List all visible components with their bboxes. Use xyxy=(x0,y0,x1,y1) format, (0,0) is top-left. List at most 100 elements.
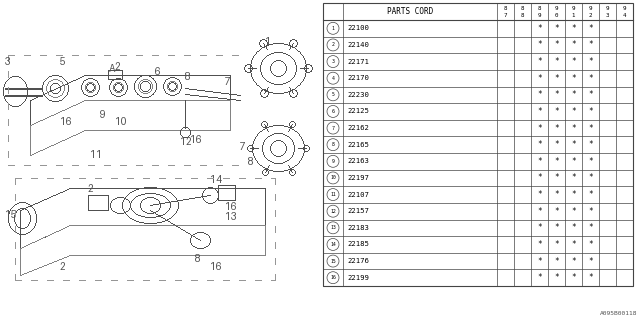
Text: 13: 13 xyxy=(330,225,336,230)
Text: 2: 2 xyxy=(589,13,592,18)
Text: *: * xyxy=(554,107,559,116)
Text: *: * xyxy=(537,107,542,116)
Text: *: * xyxy=(571,74,576,83)
Text: 2: 2 xyxy=(332,43,335,47)
Text: 15: 15 xyxy=(330,259,336,264)
Text: 4: 4 xyxy=(623,13,627,18)
Text: 11: 11 xyxy=(330,192,336,197)
Text: 3: 3 xyxy=(605,13,609,18)
Text: 22162: 22162 xyxy=(347,125,369,131)
Text: 9: 9 xyxy=(589,6,592,11)
Text: *: * xyxy=(571,107,576,116)
Text: 6: 6 xyxy=(332,109,335,114)
Text: 14: 14 xyxy=(330,242,336,247)
Text: *: * xyxy=(571,173,576,182)
Text: 22125: 22125 xyxy=(347,108,369,115)
Text: *: * xyxy=(554,223,559,232)
Text: *: * xyxy=(554,157,559,166)
Text: *: * xyxy=(537,140,542,149)
Text: *: * xyxy=(571,190,576,199)
Text: 7: 7 xyxy=(504,13,508,18)
Text: *: * xyxy=(554,90,559,99)
Text: *: * xyxy=(588,140,593,149)
Text: *: * xyxy=(588,157,593,166)
Text: *: * xyxy=(537,207,542,216)
Text: *: * xyxy=(537,40,542,49)
Text: 22185: 22185 xyxy=(347,241,369,247)
Text: *: * xyxy=(554,273,559,282)
Text: A095B00118: A095B00118 xyxy=(600,311,637,316)
Text: *: * xyxy=(588,240,593,249)
Text: 9: 9 xyxy=(538,13,541,18)
Text: *: * xyxy=(571,124,576,132)
Text: 8: 8 xyxy=(521,13,524,18)
Text: 7: 7 xyxy=(332,125,335,131)
Text: *: * xyxy=(537,90,542,99)
Text: 1: 1 xyxy=(332,26,335,31)
Text: *: * xyxy=(588,40,593,49)
Text: *: * xyxy=(588,124,593,132)
Text: *: * xyxy=(537,24,542,33)
Text: *: * xyxy=(554,24,559,33)
Text: 12: 12 xyxy=(330,209,336,214)
Text: *: * xyxy=(588,207,593,216)
Text: *: * xyxy=(554,240,559,249)
Text: PARTS CORD: PARTS CORD xyxy=(387,7,433,16)
Text: *: * xyxy=(588,257,593,266)
Text: *: * xyxy=(571,273,576,282)
Text: *: * xyxy=(571,257,576,266)
Text: *: * xyxy=(537,257,542,266)
Text: *: * xyxy=(588,173,593,182)
Text: *: * xyxy=(571,140,576,149)
Text: *: * xyxy=(571,223,576,232)
Text: *: * xyxy=(571,240,576,249)
Text: *: * xyxy=(588,273,593,282)
Text: *: * xyxy=(554,40,559,49)
Text: 22140: 22140 xyxy=(347,42,369,48)
Text: *: * xyxy=(537,124,542,132)
Text: *: * xyxy=(537,157,542,166)
Text: *: * xyxy=(554,124,559,132)
Text: 4: 4 xyxy=(332,76,335,81)
Text: *: * xyxy=(554,173,559,182)
Text: *: * xyxy=(588,223,593,232)
Text: 22230: 22230 xyxy=(347,92,369,98)
Text: *: * xyxy=(588,90,593,99)
Text: 10: 10 xyxy=(330,175,336,180)
Text: *: * xyxy=(571,40,576,49)
Text: *: * xyxy=(537,240,542,249)
Text: 8: 8 xyxy=(521,6,524,11)
Text: 9: 9 xyxy=(572,6,575,11)
Text: 8: 8 xyxy=(538,6,541,11)
Text: 22157: 22157 xyxy=(347,208,369,214)
Text: *: * xyxy=(571,207,576,216)
Text: *: * xyxy=(537,273,542,282)
Text: 22176: 22176 xyxy=(347,258,369,264)
Text: *: * xyxy=(588,57,593,66)
Text: *: * xyxy=(588,190,593,199)
Text: *: * xyxy=(554,257,559,266)
Text: 22199: 22199 xyxy=(347,275,369,281)
Text: 9: 9 xyxy=(332,159,335,164)
Text: *: * xyxy=(588,74,593,83)
Bar xyxy=(323,3,633,286)
Text: *: * xyxy=(571,157,576,166)
Text: 16: 16 xyxy=(330,275,336,280)
Text: *: * xyxy=(537,74,542,83)
Text: 8: 8 xyxy=(332,142,335,147)
Text: *: * xyxy=(554,207,559,216)
Text: 5: 5 xyxy=(332,92,335,97)
Text: 22183: 22183 xyxy=(347,225,369,231)
Text: *: * xyxy=(537,173,542,182)
Text: *: * xyxy=(554,74,559,83)
Text: *: * xyxy=(588,24,593,33)
Text: 9: 9 xyxy=(555,6,558,11)
Text: *: * xyxy=(571,57,576,66)
Text: *: * xyxy=(571,90,576,99)
Text: 8: 8 xyxy=(504,6,508,11)
Text: 22170: 22170 xyxy=(347,75,369,81)
Text: 22197: 22197 xyxy=(347,175,369,181)
Text: 22171: 22171 xyxy=(347,59,369,65)
Text: *: * xyxy=(554,140,559,149)
Text: *: * xyxy=(537,223,542,232)
